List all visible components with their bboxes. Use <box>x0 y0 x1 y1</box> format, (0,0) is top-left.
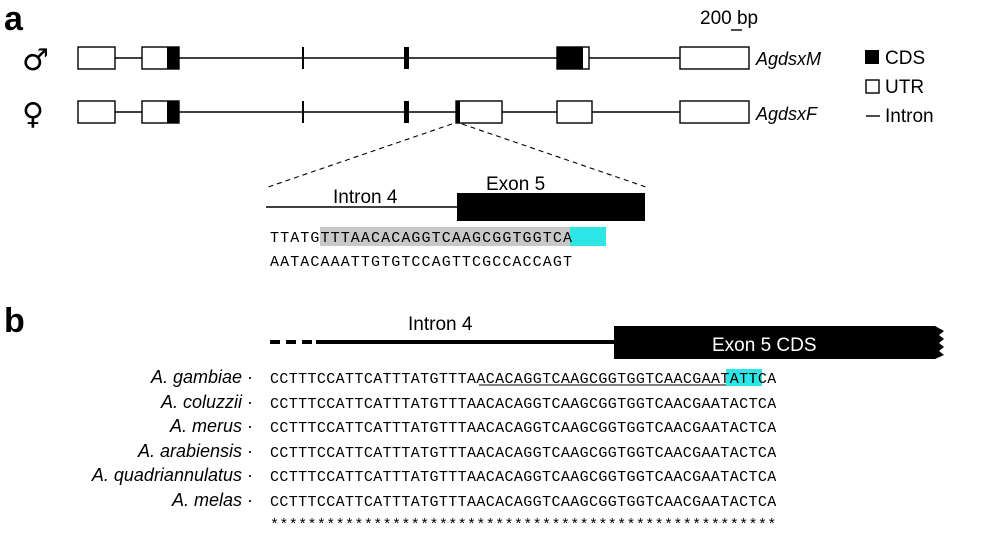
species-name: A. coluzzii · <box>160 392 253 412</box>
exon-5-female <box>455 100 503 124</box>
conservation-line: ****************************************… <box>270 517 777 534</box>
male-symbol-icon: ♂ <box>22 43 49 78</box>
exon-6-female <box>556 100 593 124</box>
zoom-line-left <box>267 123 453 188</box>
species-sequence: CCTTTCCATTCATTTATGTTTAACACAGGTCAAGCGGTGG… <box>270 494 777 511</box>
zoom-exon-label: Exon 5 <box>486 174 545 195</box>
legend-utr-label: UTR <box>885 77 924 98</box>
species-sequence: CCTTTCCATTCATTTATGTTTAACACAGGTCAAGCGGTGG… <box>270 469 777 486</box>
legend-cds-swatch <box>865 50 879 64</box>
legend: CDS UTR Intron <box>865 48 934 127</box>
exon-4 <box>404 47 409 69</box>
exon-1 <box>77 100 116 124</box>
zoom-sequence-complement: AATACAAATTGTGTCCAGTTCGCCACCAGT <box>270 254 573 271</box>
intron-4-label: Intron 4 <box>408 314 473 335</box>
zoom-exon-bar <box>457 193 645 221</box>
panel-b-label: b <box>4 302 25 340</box>
exon-1 <box>77 46 116 70</box>
legend-intron-label: Intron <box>885 106 934 127</box>
zoom-sequence-top: TTATGTTTAACACAGGTCAAGCGGTGGTCA <box>270 230 573 247</box>
exon-male-specific-cds <box>557 47 583 69</box>
zoom-line-right <box>461 123 647 188</box>
female-gene-model <box>77 100 750 124</box>
pam-highlight <box>570 227 606 246</box>
scale-bar-label: 200 bp <box>700 8 758 29</box>
legend-utr-swatch <box>865 79 880 94</box>
gambiae-pam-highlight <box>726 369 762 386</box>
exon-2-cds <box>167 101 179 123</box>
species-sequence: CCTTTCCATTCATTTATGTTTAACACAGGTCAAGCGGTGG… <box>270 396 777 413</box>
species-sequence: CCTTTCCATTCATTTATGTTTAACACAGGTCAAGCGGTGG… <box>270 371 777 388</box>
sequence-alignment: A. gambiae · CCTTTCCATTCATTTATGTTTAACACA… <box>91 367 777 534</box>
exon-last-utr <box>679 100 750 124</box>
exon-5-female-cds <box>456 101 460 123</box>
male-gene-name: AgdsxM <box>755 49 821 69</box>
species-name: A. merus · <box>169 416 253 436</box>
exon-5-cds-label: Exon 5 CDS <box>712 335 817 356</box>
female-gene-name: AgdsxF <box>755 104 818 124</box>
species-name: A. arabiensis · <box>137 441 253 461</box>
panel-a-label: a <box>4 0 24 38</box>
exon-5-cds-bar <box>614 326 944 359</box>
species-name: A. quadriannulatus · <box>91 465 253 485</box>
exon-2-cds <box>167 47 179 69</box>
species-name: A. gambiae · <box>150 367 253 387</box>
exon-last-utr <box>679 46 750 70</box>
exon-4 <box>404 101 409 123</box>
zoom-intron-label: Intron 4 <box>333 187 398 208</box>
exon-3 <box>302 47 304 69</box>
male-gene-model <box>77 46 750 70</box>
grna-highlight <box>320 227 572 246</box>
species-name: A. melas · <box>171 490 253 510</box>
legend-cds-label: CDS <box>885 48 925 69</box>
female-symbol-icon: ♀ <box>22 97 44 132</box>
species-sequence: CCTTTCCATTCATTTATGTTTAACACAGGTCAAGCGGTGG… <box>270 420 777 437</box>
exon-3 <box>302 101 304 123</box>
species-sequence: CCTTTCCATTCATTTATGTTTAACACAGGTCAAGCGGTGG… <box>270 445 777 462</box>
